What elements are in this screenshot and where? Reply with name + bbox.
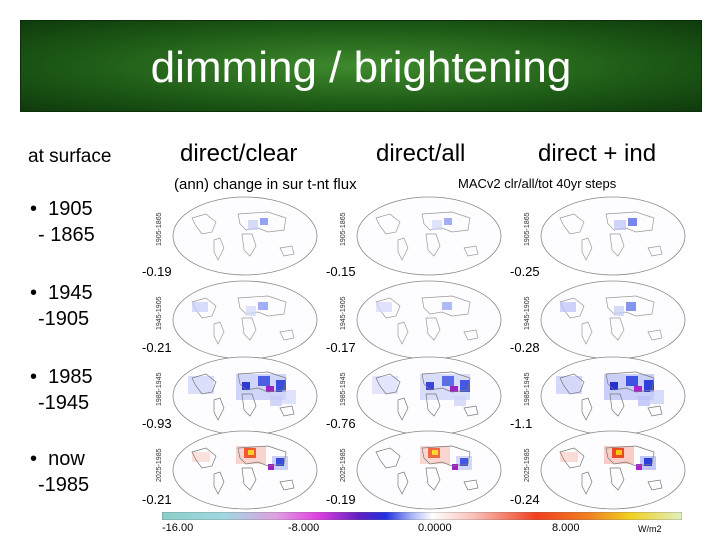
colorbar-tick: -16.00 bbox=[162, 522, 194, 534]
world-map-icon bbox=[540, 356, 686, 436]
header-direct-ind: direct + ind bbox=[538, 140, 657, 167]
world-map-icon bbox=[540, 196, 686, 276]
row-label: 2025-1985 bbox=[524, 448, 531, 482]
header-direct-all: direct/all bbox=[376, 140, 466, 167]
header-direct-clear: direct/clear bbox=[180, 140, 298, 167]
bullet-line1: 1985 bbox=[48, 366, 93, 388]
colorbar-tick: 0.0000 bbox=[418, 522, 452, 534]
header-at-surface: at surface bbox=[28, 146, 112, 167]
mean-value: -0.15 bbox=[326, 264, 356, 279]
colorbar bbox=[162, 512, 682, 520]
world-map-icon bbox=[172, 196, 318, 276]
mean-value: -0.19 bbox=[142, 264, 172, 279]
mean-value: -1.1 bbox=[510, 416, 533, 431]
bullet-1985-1945: • 1985 -1945 bbox=[30, 364, 93, 416]
colorbar-tick: 8.000 bbox=[552, 522, 580, 534]
bullet-line2: -1945 bbox=[38, 392, 90, 414]
world-map-icon bbox=[356, 196, 502, 276]
bullet-line1: 1945 bbox=[48, 282, 93, 304]
mean-value: -0.19 bbox=[326, 492, 356, 507]
slide-title: dimming / brightening bbox=[150, 43, 572, 92]
mean-value: -0.24 bbox=[510, 492, 540, 507]
world-map-icon bbox=[356, 280, 502, 360]
row-label: 1905-1865 bbox=[340, 212, 347, 246]
row-label: 1905-1865 bbox=[524, 212, 531, 246]
world-map-icon bbox=[356, 356, 502, 436]
bullet-dot: • bbox=[30, 198, 49, 220]
world-map-icon bbox=[540, 280, 686, 360]
panel-title: (ann) change in sur t-nt flux bbox=[174, 176, 357, 193]
bullet-line2: - 1865 bbox=[38, 224, 95, 246]
row-label: 1985-1945 bbox=[340, 372, 347, 406]
mean-value: -0.17 bbox=[326, 340, 356, 355]
bullet-line1: 1905 bbox=[48, 198, 93, 220]
mean-value: -0.93 bbox=[142, 416, 172, 431]
row-label: 1985-1945 bbox=[156, 372, 163, 406]
world-map-icon bbox=[172, 430, 318, 510]
bullet-dot: • bbox=[30, 366, 49, 388]
bullet-1905-1865: • 1905 - 1865 bbox=[30, 196, 95, 248]
colorbar-tick: -8.000 bbox=[288, 522, 320, 534]
world-map-icon bbox=[172, 356, 318, 436]
bullet-1945-1905: • 1945 -1905 bbox=[30, 280, 93, 332]
maps-panel: (ann) change in sur t-nt flux MACv2 clr/… bbox=[140, 172, 702, 537]
row-label: 2025-1985 bbox=[156, 448, 163, 482]
world-map-icon bbox=[540, 430, 686, 510]
row-label: 1945-1905 bbox=[340, 296, 347, 330]
world-map-icon bbox=[172, 280, 318, 360]
colorbar-unit: W/m2 bbox=[638, 524, 662, 534]
mean-value: -0.25 bbox=[510, 264, 540, 279]
bullet-dot: • bbox=[30, 282, 49, 304]
mean-value: -0.76 bbox=[326, 416, 356, 431]
bullet-now-1985: • now -1985 bbox=[30, 446, 89, 498]
title-banner: dimming / brightening bbox=[20, 20, 702, 112]
mean-value: -0.28 bbox=[510, 340, 540, 355]
mean-value: -0.21 bbox=[142, 492, 172, 507]
bullet-line1: now bbox=[48, 448, 85, 470]
row-label: 1985-1945 bbox=[524, 372, 531, 406]
row-label: 2025-1985 bbox=[340, 448, 347, 482]
row-label: 1905-1865 bbox=[156, 212, 163, 246]
row-label: 1945-1905 bbox=[524, 296, 531, 330]
row-label: 1945-1905 bbox=[156, 296, 163, 330]
panel-subtitle: MACv2 clr/all/tot 40yr steps bbox=[458, 176, 617, 191]
bullet-dot: • bbox=[30, 448, 49, 470]
mean-value: -0.21 bbox=[142, 340, 172, 355]
bullet-line2: -1985 bbox=[38, 474, 90, 496]
bullet-line2: -1905 bbox=[38, 308, 90, 330]
world-map-icon bbox=[356, 430, 502, 510]
